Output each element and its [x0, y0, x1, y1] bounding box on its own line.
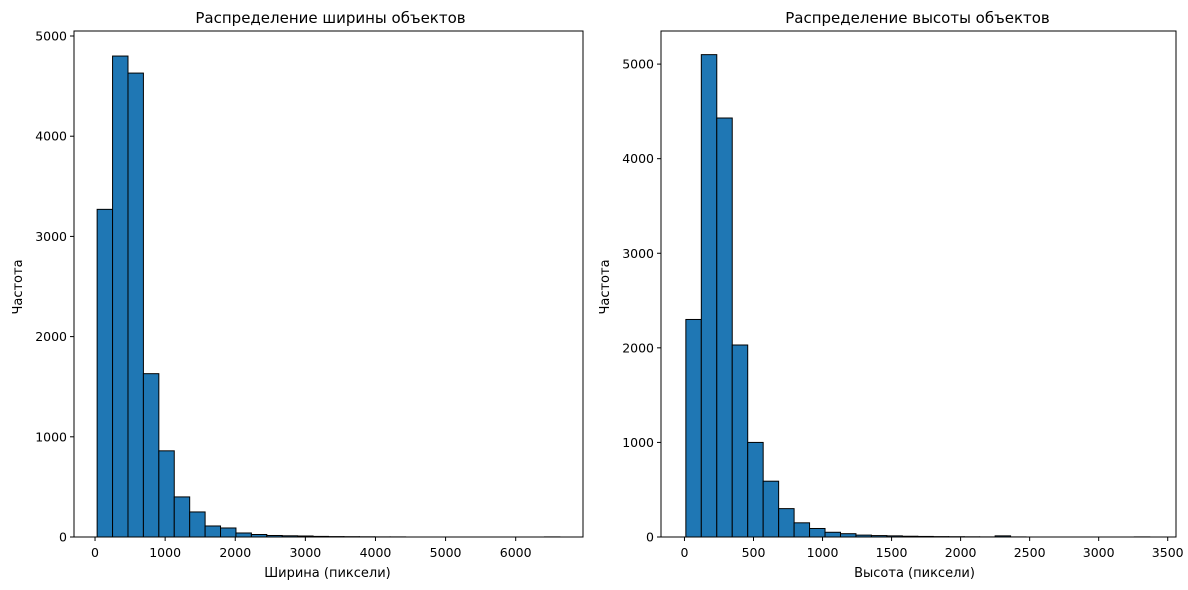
x-tick-label: 1500 [876, 545, 908, 560]
x-tick-label: 1000 [149, 545, 181, 560]
histogram-bar [685, 318, 702, 538]
y-tick-label: 4000 [35, 129, 67, 144]
x-axis-ticks: 0 1000 2000 3000 4000 5000 6000 [91, 537, 532, 560]
x-tick-label: 4000 [360, 545, 392, 560]
histogram-bar [112, 55, 129, 538]
x-tick-label: 2500 [1014, 545, 1046, 560]
histogram-bar [809, 527, 826, 538]
y-tick-label: 4000 [622, 151, 654, 166]
x-tick-label: 3500 [1152, 545, 1184, 560]
x-tick-label: 2000 [945, 545, 977, 560]
histogram-bar [731, 344, 749, 538]
histogram-bar [824, 531, 841, 538]
histogram-bar [716, 117, 733, 538]
x-axis-ticks: 0 500 1000 1500 2000 2500 3000 3500 [680, 537, 1184, 560]
histogram-bar [235, 532, 252, 538]
x-tick-label: 6000 [500, 545, 532, 560]
y-tick-label: 1000 [622, 435, 654, 450]
y-tick-label: 3000 [35, 229, 67, 244]
histogram-bar [189, 511, 206, 538]
histogram-bar [762, 480, 780, 538]
x-axis-label: Ширина (пиксели) [264, 566, 391, 581]
y-tick-label: 0 [59, 530, 67, 545]
chart-title: Распределение ширины объектов [195, 9, 465, 27]
y-tick-label: 2000 [622, 340, 654, 355]
histogram-bar [220, 527, 237, 538]
chart-title: Распределение высоты объектов [785, 9, 1050, 27]
y-tick-label: 5000 [622, 57, 654, 72]
width-histogram-panel: Распределение ширины объектов 0 1000 2000 3… [11, 9, 584, 581]
histogram-bar [778, 508, 795, 538]
x-tick-label: 3000 [289, 545, 321, 560]
x-axis-label: Высота (пиксели) [854, 566, 975, 581]
y-tick-label: 0 [646, 530, 654, 545]
y-axis-ticks: 0 1000 2000 3000 4000 5000 [622, 57, 661, 545]
bars-group [685, 54, 1151, 538]
plot-frame [73, 30, 584, 538]
histogram-bar [96, 208, 114, 538]
y-axis-label: Частота [598, 259, 613, 314]
x-tick-label: 2000 [219, 545, 251, 560]
x-tick-label: 5000 [430, 545, 462, 560]
plot-frame [660, 30, 1177, 538]
histogram-bar [700, 54, 718, 538]
y-axis-label: Частота [11, 259, 26, 314]
x-tick-label: 0 [680, 545, 688, 560]
histogram-bar [204, 525, 222, 538]
histogram-bar [793, 522, 811, 538]
histogram-bar [158, 450, 175, 538]
histogram-bar [747, 441, 764, 538]
histogram-bar [142, 373, 160, 538]
y-axis-ticks: 0 1000 2000 3000 4000 5000 [35, 29, 74, 545]
histogram-bar [173, 496, 191, 538]
height-histogram-panel: Распределение высоты объектов 0 1000 2000 3… [598, 9, 1184, 581]
histogram-bar [127, 72, 144, 538]
x-tick-label: 1000 [807, 545, 839, 560]
x-tick-label: 500 [742, 545, 766, 560]
y-tick-label: 2000 [35, 329, 67, 344]
x-tick-label: 3000 [1083, 545, 1115, 560]
y-tick-label: 3000 [622, 246, 654, 261]
x-tick-label: 0 [91, 545, 99, 560]
y-tick-label: 1000 [35, 429, 67, 444]
y-tick-label: 5000 [35, 29, 67, 44]
